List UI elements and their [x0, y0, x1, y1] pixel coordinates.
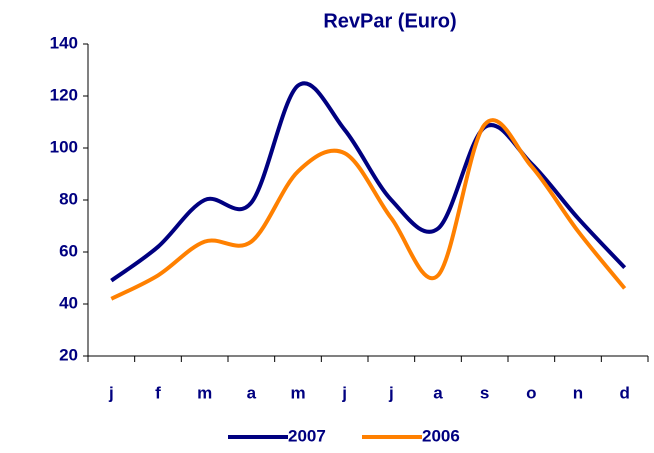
series-line: [110, 118, 627, 301]
chart-title: RevPar (Euro): [323, 10, 456, 32]
legend-label: 2007: [288, 426, 326, 445]
x-tick-label: j: [341, 383, 347, 402]
x-tick-label: d: [619, 383, 629, 402]
y-tick-label: 140: [50, 33, 78, 52]
legend-label: 2006: [422, 426, 460, 445]
x-tick-label: m: [290, 383, 305, 402]
x-tick-label: a: [433, 383, 443, 402]
y-tick-label: 40: [59, 293, 78, 312]
y-tick-label: 80: [59, 189, 78, 208]
x-tick-label: j: [388, 383, 394, 402]
x-tick-label: a: [247, 383, 257, 402]
y-tick-label: 120: [50, 85, 78, 104]
x-tick-label: s: [480, 383, 489, 402]
y-tick-label: 20: [59, 345, 78, 364]
x-tick-label: f: [155, 383, 161, 402]
x-tick-label: j: [108, 383, 114, 402]
y-tick-label: 60: [59, 241, 78, 260]
x-tick-label: m: [197, 383, 212, 402]
x-tick-label: n: [573, 383, 583, 402]
y-tick-label: 100: [50, 137, 78, 156]
x-tick-label: o: [526, 383, 536, 402]
